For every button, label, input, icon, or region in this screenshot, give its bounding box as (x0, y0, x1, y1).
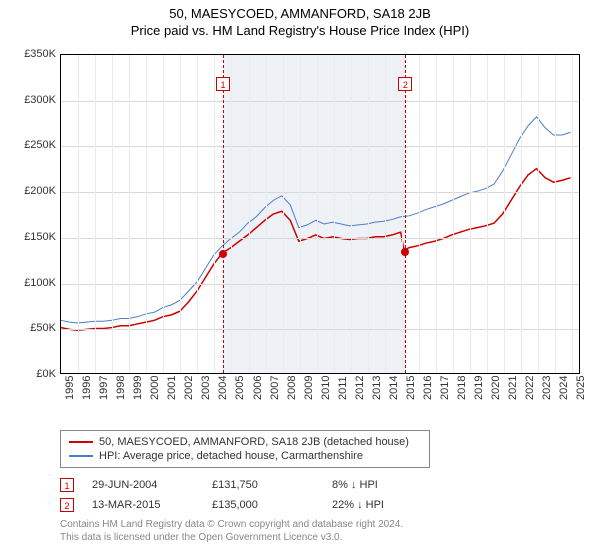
chart-area: 12 £0K£50K£100K£150K£200K£250K£300K£350K… (10, 44, 590, 424)
x-axis-tick: 2018 (456, 376, 468, 400)
line-series-svg (61, 55, 579, 373)
sale-dot (219, 250, 227, 258)
y-axis-tick: £0K (10, 368, 56, 380)
sales-table: 1 29-JUN-2004£131,7508% ↓ HPI 2 13-MAR-2015… (60, 478, 590, 512)
sale-price: £135,000 (212, 499, 332, 511)
x-axis-tick: 2017 (439, 376, 451, 400)
x-axis-tick: 2002 (183, 376, 195, 400)
footer-line: Contains HM Land Registry data © Crown c… (60, 518, 590, 531)
x-axis-tick: 2023 (541, 376, 553, 400)
x-axis-tick: 1995 (64, 376, 76, 400)
x-axis-tick: 2000 (149, 376, 161, 400)
x-axis-tick: 2006 (252, 376, 264, 400)
sale-dot (401, 248, 409, 256)
x-axis-tick: 2007 (269, 376, 281, 400)
x-axis-tick: 2004 (217, 376, 229, 400)
legend-item: 50, MAESYCOED, AMMANFORD, SA18 2JB (deta… (69, 435, 421, 449)
x-axis-tick: 2025 (575, 376, 587, 400)
reference-marker: 1 (216, 77, 230, 91)
x-axis-tick: 2011 (337, 376, 349, 400)
sale-marker: 1 (60, 478, 74, 492)
x-axis-tick: 2005 (234, 376, 246, 400)
x-axis-tick: 2014 (388, 376, 400, 400)
sale-price: £131,750 (212, 479, 332, 491)
legend-label: HPI: Average price, detached house, Carm… (99, 449, 363, 463)
chart-subtitle: Price paid vs. HM Land Registry's House … (10, 23, 590, 38)
sale-date: 13-MAR-2015 (92, 499, 212, 511)
x-axis-tick: 2001 (166, 376, 178, 400)
legend-label: 50, MAESYCOED, AMMANFORD, SA18 2JB (deta… (99, 435, 409, 449)
x-axis-tick: 2019 (473, 376, 485, 400)
chart-footer: Contains HM Land Registry data © Crown c… (60, 518, 590, 544)
y-axis-tick: £200K (10, 185, 56, 197)
x-axis-tick: 2010 (320, 376, 332, 400)
legend-swatch (69, 441, 93, 443)
footer-line: This data is licensed under the Open Gov… (60, 531, 590, 544)
y-axis-tick: £350K (10, 48, 56, 60)
y-axis-tick: £250K (10, 139, 56, 151)
sale-diff: 8% ↓ HPI (332, 479, 452, 491)
y-axis-tick: £150K (10, 231, 56, 243)
x-axis-tick: 2008 (286, 376, 298, 400)
x-axis-tick: 2003 (200, 376, 212, 400)
plot-area: 12 (60, 54, 580, 374)
sale-diff: 22% ↓ HPI (332, 499, 452, 511)
x-axis-tick: 2015 (405, 376, 417, 400)
x-axis-tick: 2022 (524, 376, 536, 400)
y-axis-tick: £100K (10, 277, 56, 289)
x-axis-tick: 1998 (115, 376, 127, 400)
legend-item: HPI: Average price, detached house, Carm… (69, 449, 421, 463)
x-axis-tick: 1997 (98, 376, 110, 400)
x-axis-tick: 2009 (303, 376, 315, 400)
y-axis-tick: £50K (10, 322, 56, 334)
x-axis-tick: 1999 (132, 376, 144, 400)
x-axis-tick: 2020 (490, 376, 502, 400)
chart-legend: 50, MAESYCOED, AMMANFORD, SA18 2JB (deta… (60, 430, 430, 468)
sale-date: 29-JUN-2004 (92, 479, 212, 491)
chart-container: 50, MAESYCOED, AMMANFORD, SA18 2JB Price… (0, 0, 600, 548)
y-axis-tick: £300K (10, 94, 56, 106)
x-axis-tick: 2012 (354, 376, 366, 400)
x-axis-tick: 1996 (81, 376, 93, 400)
legend-swatch (69, 455, 93, 457)
sale-row: 2 13-MAR-2015£135,00022% ↓ HPI (60, 498, 590, 512)
x-axis-tick: 2016 (422, 376, 434, 400)
reference-marker: 2 (398, 77, 412, 91)
x-axis-tick: 2021 (507, 376, 519, 400)
x-axis-tick: 2013 (371, 376, 383, 400)
page-title: 50, MAESYCOED, AMMANFORD, SA18 2JB (10, 6, 590, 21)
x-axis-tick: 2024 (558, 376, 570, 400)
sale-row: 1 29-JUN-2004£131,7508% ↓ HPI (60, 478, 590, 492)
sale-marker: 2 (60, 498, 74, 512)
